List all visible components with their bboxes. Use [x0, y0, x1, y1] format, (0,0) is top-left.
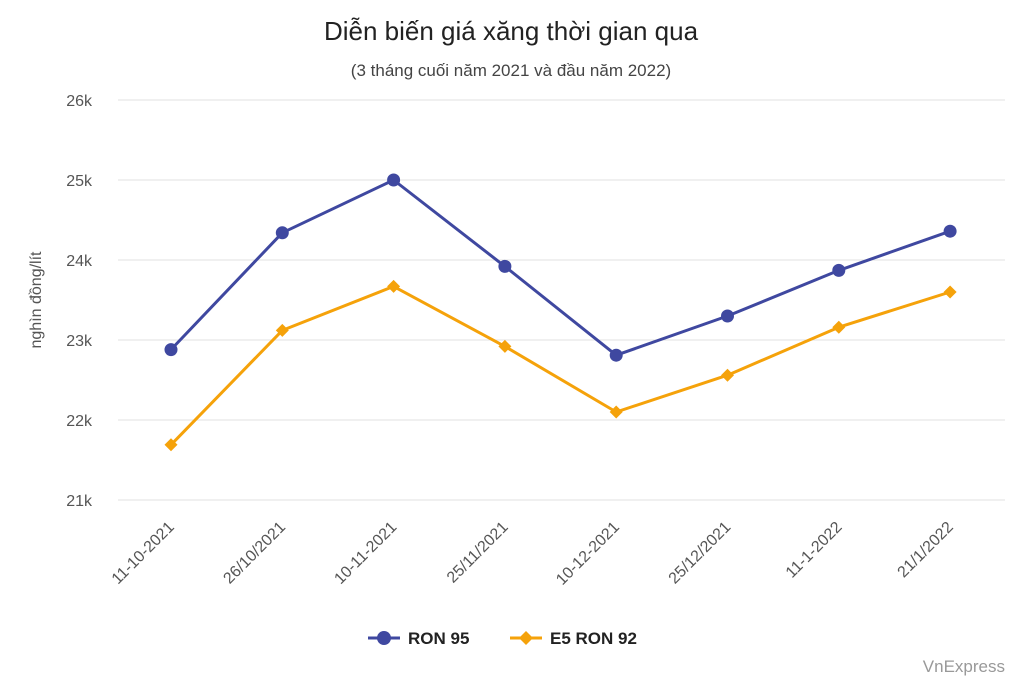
- chart-title: Diễn biến giá xăng thời gian qua: [324, 16, 699, 46]
- data-point-0-4[interactable]: [609, 348, 623, 362]
- gridlines: [118, 99, 1005, 501]
- series-1: [164, 279, 957, 452]
- y-tick-label-5: 26k: [66, 93, 93, 110]
- series-0: [164, 173, 957, 362]
- data-point-1-5[interactable]: [721, 368, 734, 382]
- y-tick-label-3: 24k: [66, 253, 93, 270]
- credit-vnexpress: VnExpress: [923, 657, 1005, 676]
- data-point-0-2[interactable]: [387, 173, 401, 187]
- x-tick-label-2: 10-11-2021: [331, 519, 400, 588]
- x-tick-label-5: 25/12/2021: [666, 519, 735, 588]
- data-point-1-1[interactable]: [275, 323, 289, 337]
- data-point-0-0[interactable]: [164, 343, 178, 357]
- data-point-1-3[interactable]: [498, 339, 512, 353]
- x-tick-label-6: 11-1-2022: [783, 519, 846, 582]
- chart-subtitle: (3 tháng cuối năm 2021 và đầu năm 2022): [351, 61, 671, 80]
- data-point-0-5[interactable]: [721, 309, 734, 323]
- legend-item-ron95[interactable]: RON 95: [368, 629, 469, 648]
- data-point-1-6[interactable]: [832, 320, 846, 334]
- y-axis-label: nghìn đồng/lít: [28, 251, 45, 349]
- data-point-1-7[interactable]: [943, 285, 957, 299]
- data-point-0-7[interactable]: [943, 224, 957, 238]
- y-tick-label-1: 22k: [66, 413, 93, 430]
- legend: RON 95 E5 RON 92: [368, 629, 637, 648]
- legend-marker-e5-ron92: [519, 631, 533, 645]
- legend-label-ron95: RON 95: [408, 629, 469, 648]
- y-tick-label-2: 23k: [66, 333, 93, 350]
- x-tick-label-0: 11-10-2021: [109, 519, 178, 588]
- x-tick-label-7: 21/1/2022: [895, 519, 957, 581]
- x-tick-label-4: 10-12-2021: [553, 519, 623, 589]
- series-line-1: [169, 284, 951, 446]
- data-point-0-6[interactable]: [832, 263, 846, 277]
- data-point-1-4[interactable]: [609, 405, 623, 419]
- x-axis-ticks: 11-10-2021 26/10/2021 10-11-2021 25/11/2021…: [109, 519, 957, 589]
- series-lines: [164, 173, 957, 452]
- series-line-0: [169, 178, 951, 357]
- y-tick-label-4: 25k: [66, 173, 93, 190]
- data-point-1-2[interactable]: [387, 279, 401, 293]
- x-tick-label-3: 25/11/2021: [444, 519, 512, 587]
- y-axis-ticks: 21k 22k 23k 24k 25k 26k: [66, 93, 93, 510]
- data-point-1-0[interactable]: [164, 438, 178, 452]
- data-point-0-1[interactable]: [275, 226, 289, 240]
- legend-marker-ron95: [377, 631, 391, 645]
- data-point-0-3[interactable]: [498, 259, 512, 273]
- legend-label-e5-ron92: E5 RON 92: [550, 629, 637, 648]
- legend-item-e5-ron92[interactable]: E5 RON 92: [510, 629, 637, 648]
- y-tick-label-0: 21k: [66, 493, 93, 510]
- x-tick-label-1: 26/10/2021: [220, 519, 289, 588]
